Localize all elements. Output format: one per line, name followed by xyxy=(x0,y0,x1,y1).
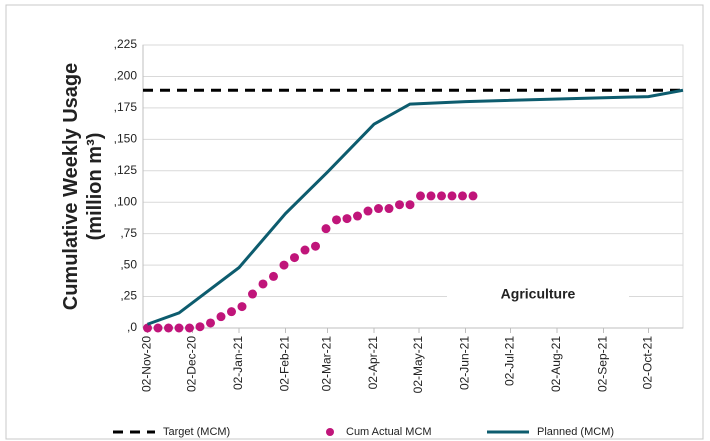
y-axis-title-line: Cumulative Weekly Usage xyxy=(60,63,82,311)
actual-dot xyxy=(363,206,373,216)
x-tick-label: 02-Feb-21 xyxy=(278,336,292,392)
y-tick-label: ,50 xyxy=(120,257,137,271)
y-tick-label: ,200 xyxy=(114,69,138,83)
actual-dot xyxy=(248,289,257,299)
y-tick-label: ,125 xyxy=(114,163,138,177)
x-tick-label: 02-Aug-21 xyxy=(549,336,563,392)
actual-dot xyxy=(174,323,184,333)
actual-dot xyxy=(185,323,194,333)
x-tick-label: 02-May-21 xyxy=(411,336,425,394)
x-tick-label: 02-Oct-21 xyxy=(641,336,655,390)
x-tick-label: 02-Jun-21 xyxy=(458,336,472,390)
actual-dot xyxy=(164,323,173,333)
actual-dot xyxy=(290,253,299,263)
x-tick-label: 02-Dec-20 xyxy=(185,336,199,392)
actual-dot xyxy=(332,215,341,225)
y-tick-label: ,150 xyxy=(114,132,138,146)
y-axis-title-line: (million m³) xyxy=(84,133,106,241)
actual-dot xyxy=(416,191,425,201)
actual-dot xyxy=(458,191,467,201)
y-tick-label: ,175 xyxy=(114,100,138,114)
actual-dot xyxy=(269,271,278,281)
actual-dot xyxy=(206,318,215,328)
actual-dot xyxy=(258,279,268,289)
y-tick-label: ,0 xyxy=(127,320,137,334)
actual-dot xyxy=(384,204,394,214)
actual-dot xyxy=(353,211,362,221)
actual-dot xyxy=(468,191,478,201)
actual-dot xyxy=(279,260,289,270)
annotation: Agriculture xyxy=(501,286,576,302)
actual-dot xyxy=(321,224,331,234)
legend-label: Planned (MCM) xyxy=(537,426,614,438)
x-tick-label: 02-Mar-21 xyxy=(320,336,334,392)
y-axis-title: Cumulative Weekly Usage (million m³) xyxy=(60,63,106,311)
actual-dot xyxy=(342,214,352,224)
x-tick-label: 02-Nov-20 xyxy=(140,336,154,392)
actual-dot xyxy=(237,302,247,312)
legend-label: Cum Actual MCM xyxy=(346,426,432,438)
legend-marker xyxy=(326,428,334,436)
x-tick-label: 02-Jul-21 xyxy=(503,336,517,386)
x-tick-label: 02-Apr-21 xyxy=(366,336,380,390)
actual-dot xyxy=(426,191,436,201)
actual-dot xyxy=(143,323,152,333)
actual-dot xyxy=(227,307,236,317)
actual-dot xyxy=(405,200,415,210)
y-tick-label: ,75 xyxy=(120,226,137,240)
legend-label: Target (MCM) xyxy=(163,426,230,438)
x-tick-label: 02-Sep-21 xyxy=(596,336,610,392)
y-tick-label: ,225 xyxy=(114,37,138,51)
annotation-box xyxy=(447,278,629,312)
chart-border xyxy=(5,4,704,440)
planned-line xyxy=(146,88,684,326)
x-tick-label: 02-Jan-21 xyxy=(231,336,245,390)
actual-dot xyxy=(311,241,320,251)
y-tick-label: ,100 xyxy=(114,194,138,208)
actual-dot xyxy=(195,322,205,332)
actual-dot xyxy=(395,200,404,210)
actual-dot xyxy=(216,312,226,322)
actual-dot xyxy=(447,191,457,201)
y-tick-label: ,25 xyxy=(120,289,137,303)
actual-dot xyxy=(374,204,383,214)
actual-dot xyxy=(300,245,310,255)
actual-dot xyxy=(437,191,446,201)
actual-dot xyxy=(153,323,163,333)
